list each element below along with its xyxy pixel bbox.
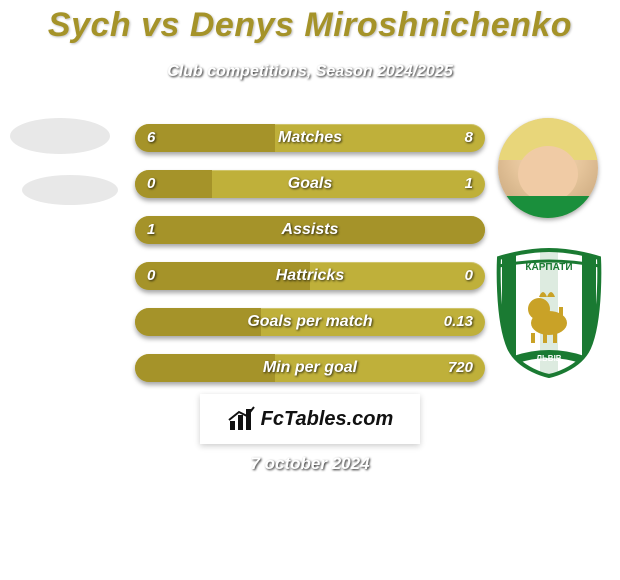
stat-row: 1 Assists [135,216,485,244]
stat-row: 0 Hattricks 0 [135,262,485,290]
stat-label: Goals [135,170,485,198]
stat-row: Goals per match 0.13 [135,308,485,336]
svg-text:ЛЬВІВ: ЛЬВІВ [536,354,561,363]
fctables-logo-icon [227,405,255,433]
player-left-avatar-placeholder-2 [22,175,118,205]
stat-label: Hattricks [135,262,485,290]
comparison-card: Sych vs Denys Miroshnichenko Club compet… [0,0,620,580]
stat-label: Matches [135,124,485,152]
stat-row: 0 Goals 1 [135,170,485,198]
svg-text:КАРПАТИ: КАРПАТИ [525,262,572,273]
stat-row: Min per goal 720 [135,354,485,382]
player-right-avatar [498,118,598,218]
date-label: 7 october 2024 [0,454,620,474]
stat-right-value: 0.13 [444,308,473,336]
page-title: Sych vs Denys Miroshnichenko [0,0,620,45]
subtitle: Club competitions, Season 2024/2025 [0,63,620,81]
stat-right-value: 1 [465,170,473,198]
avatar-face [518,146,578,202]
player-left-avatar-placeholder-1 [10,118,110,154]
stat-label: Min per goal [135,354,485,382]
source-label: FcTables.com [261,408,394,431]
club-badge-icon: КАРПАТИ ЛЬВІВ [494,248,604,378]
source-badge: FcTables.com [200,394,420,444]
stats-list: 6 Matches 8 0 Goals 1 1 Assists 0 Hattri… [135,124,485,400]
stat-right-value: 0 [465,262,473,290]
stat-right-value: 8 [465,124,473,152]
avatar-jersey [498,196,598,218]
stat-label: Goals per match [135,308,485,336]
stat-label: Assists [135,216,485,244]
stat-row: 6 Matches 8 [135,124,485,152]
stat-right-value: 720 [448,354,473,382]
